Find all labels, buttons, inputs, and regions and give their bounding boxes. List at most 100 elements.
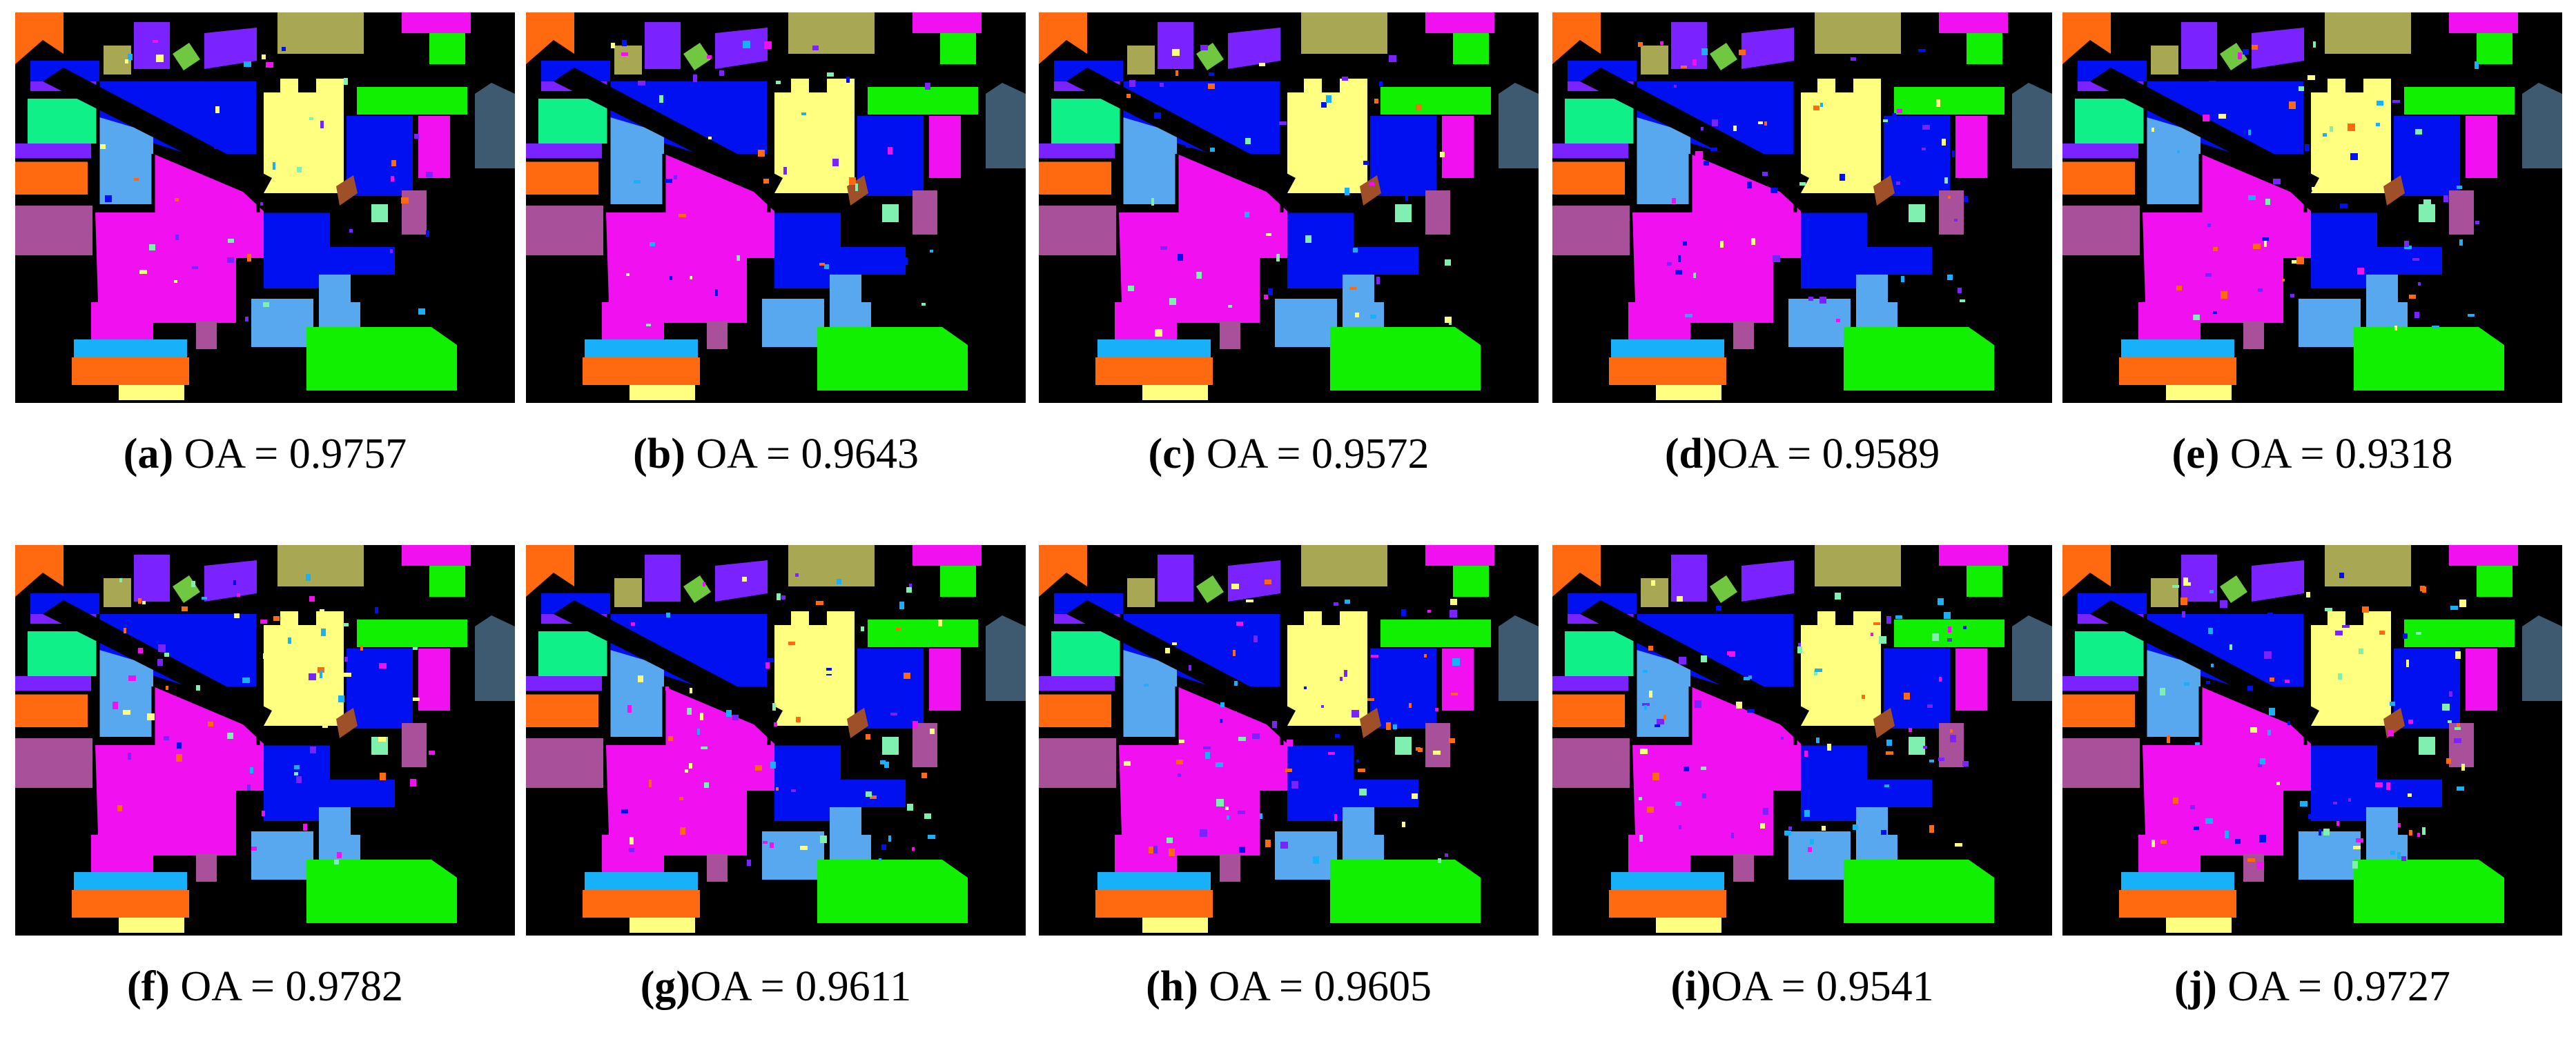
misclassified-pixel [849, 177, 856, 185]
region-violet-left [526, 676, 602, 693]
misclassified-pixel [1649, 691, 1652, 698]
misclassified-pixel [824, 264, 829, 269]
region-yellow-bottom [1142, 918, 1208, 933]
misclassified-pixel [1208, 83, 1215, 89]
misclassified-pixel [1445, 259, 1451, 266]
region-cyan-bottom [74, 339, 187, 357]
misclassified-pixel [1677, 596, 1683, 602]
region-sky-vertical [99, 650, 153, 737]
misclassified-pixel [837, 579, 841, 584]
misclassified-pixel [1291, 781, 1298, 789]
misclassified-pixel [2390, 702, 2395, 706]
misclassified-pixel [164, 653, 169, 657]
classification-map [1552, 12, 2052, 403]
misclassified-pixel [176, 754, 182, 762]
misclassified-pixel [1896, 181, 1900, 185]
region-magenta-top [1425, 12, 1494, 33]
misclassified-pixel [1815, 669, 1822, 672]
region-orange-bottom [2119, 357, 2236, 385]
misclassified-pixel [1203, 747, 1211, 749]
misclassified-pixel [2308, 814, 2316, 819]
misclassified-pixel [2276, 841, 2282, 846]
region-slate-house [986, 83, 1026, 168]
region-orange-corner [526, 545, 554, 597]
region-olive-tile [614, 46, 642, 75]
misclassified-pixel [791, 789, 796, 792]
misclassified-pixel [125, 59, 128, 63]
misclassified-pixel [888, 147, 892, 155]
misclassified-pixel [2325, 608, 2332, 611]
misclassified-pixel [1648, 646, 1653, 651]
misclassified-pixel [1285, 769, 1292, 772]
region-violet-top-b [715, 560, 768, 602]
misclassified-pixel [251, 847, 257, 851]
oa-value: OA = 0.9605 [1198, 963, 1432, 1010]
region-orange-corner [15, 12, 43, 64]
region-orange-left [2062, 694, 2135, 727]
region-magenta-right [1442, 116, 1474, 178]
region-mint [538, 631, 609, 676]
region-pale-mint [1909, 737, 1925, 755]
misclassified-pixel [866, 734, 870, 740]
classification-map [1552, 545, 2052, 936]
misclassified-pixel [743, 41, 750, 48]
misclassified-pixel [774, 722, 777, 726]
misclassified-pixel [1684, 767, 1689, 771]
region-green-large [1330, 860, 1481, 923]
misclassified-pixel [796, 717, 801, 722]
misclassified-pixel [215, 106, 219, 113]
misclassified-pixel [1716, 606, 1721, 611]
misclassified-pixel [770, 762, 776, 769]
region-mauve-left [526, 206, 603, 255]
misclassified-pixel [2375, 782, 2383, 787]
misclassified-pixel [378, 737, 386, 742]
misclassified-pixel [139, 270, 147, 274]
misclassified-pixel [2455, 727, 2461, 730]
misclassified-pixel [2420, 586, 2425, 591]
misclassified-pixel [1695, 151, 1703, 159]
misclassified-pixel [1183, 573, 1188, 576]
region-sky-vertical [1637, 117, 1690, 204]
misclassified-pixel [2299, 86, 2304, 91]
misclassified-pixel [260, 202, 263, 206]
misclassified-pixel [410, 779, 416, 787]
misclassified-pixel [930, 250, 933, 253]
region-olive-tile [1641, 46, 1668, 75]
misclassified-pixel [776, 81, 781, 84]
misclassified-pixel [797, 751, 800, 758]
misclassified-pixel [755, 765, 762, 771]
misclassified-pixel [2401, 856, 2406, 861]
region-lime-diamond [173, 43, 200, 70]
misclassified-pixel [1701, 127, 1704, 130]
region-orange-diagonal [1580, 545, 1601, 586]
misclassified-pixel [715, 289, 718, 296]
misclassified-pixel [2475, 61, 2479, 69]
region-yellow [774, 79, 855, 193]
misclassified-pixel [138, 598, 142, 604]
misclassified-pixel [1154, 112, 1161, 119]
region-cyan-bottom [585, 872, 698, 890]
region-mauve-left [1039, 206, 1116, 255]
misclassified-pixel [2300, 801, 2307, 807]
misclassified-pixel [626, 273, 630, 276]
panel-e: (e) OA = 0.9318 [2062, 12, 2562, 515]
misclassified-pixel [379, 663, 387, 669]
region-violet-left [1552, 676, 1628, 693]
misclassified-pixel [758, 577, 763, 580]
panel-i: (i)OA = 0.9541 [1552, 545, 2052, 1048]
misclassified-pixel [1673, 860, 1676, 864]
misclassified-pixel [818, 784, 823, 789]
misclassified-pixel [1389, 55, 1396, 62]
oa-value: OA = 0.9643 [685, 431, 919, 477]
misclassified-pixel [1938, 758, 1944, 761]
misclassified-pixel [1225, 807, 1229, 810]
misclassified-pixel [1784, 831, 1791, 836]
region-orange-bottom [1609, 357, 1726, 385]
misclassified-pixel [2253, 244, 2261, 249]
region-magenta-right [2466, 116, 2497, 178]
misclassified-pixel [2273, 179, 2281, 184]
region-pale-mint [1909, 204, 1925, 222]
region-slate-house [1499, 83, 1539, 168]
misclassified-pixel [1238, 811, 1245, 814]
misclassified-pixel [227, 257, 234, 263]
